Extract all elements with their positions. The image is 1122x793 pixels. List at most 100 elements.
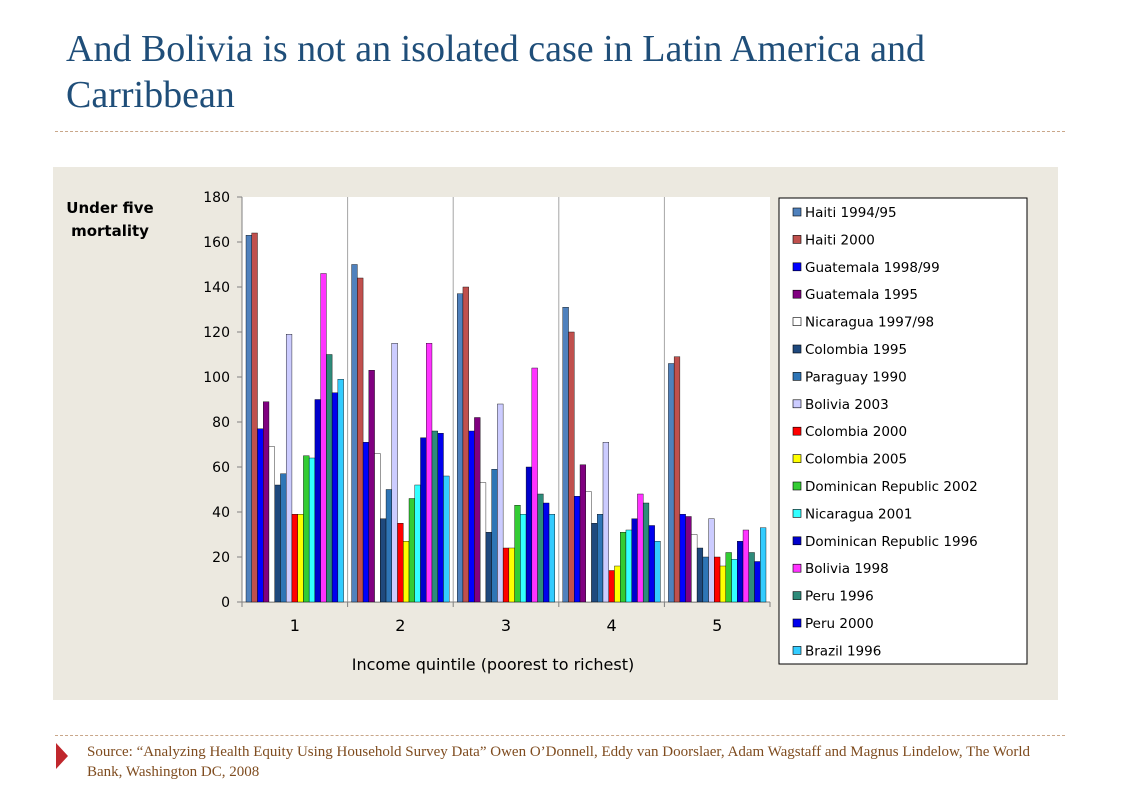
bar: [562, 307, 569, 603]
legend-label: Haiti 1994/95: [805, 205, 897, 221]
bar: [748, 552, 755, 603]
legend-label: Paraguay 1990: [805, 369, 907, 385]
bar: [474, 417, 481, 603]
legend-swatch: [792, 646, 802, 655]
bar: [485, 532, 492, 603]
bar: [385, 489, 392, 603]
bar: [320, 273, 327, 603]
bar: [597, 514, 604, 603]
bar: [502, 547, 510, 603]
y-tick-label: 80: [212, 415, 230, 431]
bar: [702, 556, 709, 603]
bar: [673, 356, 681, 603]
y-tick-label: 100: [203, 370, 230, 386]
bar: [462, 286, 469, 603]
legend-label: Haiti 2000: [805, 232, 875, 248]
bar: [457, 293, 464, 603]
legend-label: Peru 2000: [805, 616, 874, 632]
bar: [497, 403, 504, 603]
legend-swatch: [792, 344, 802, 354]
x-axis-title: Income quintile (poorest to richest): [352, 655, 634, 674]
x-tick-label: 5: [712, 616, 722, 635]
legend-label: Colombia 2000: [805, 424, 907, 440]
legend-swatch: [792, 262, 802, 272]
bar: [479, 482, 487, 603]
legend-label: Peru 1996: [805, 589, 874, 605]
bar: [268, 446, 275, 603]
bar: [585, 491, 592, 603]
y-tick-label: 60: [212, 460, 230, 476]
bar: [531, 367, 538, 603]
legend-swatch: [792, 317, 802, 326]
bar: [380, 518, 387, 603]
bar: [631, 518, 638, 603]
bar: [620, 532, 627, 603]
bar: [614, 565, 621, 603]
bar: [642, 502, 650, 603]
bar: [437, 433, 444, 603]
bar: [491, 469, 498, 603]
legend-swatch: [792, 481, 802, 491]
bar: [274, 484, 281, 603]
bar: [520, 514, 527, 603]
y-axis-title: Under five mortality: [66, 199, 153, 240]
bar: [257, 428, 264, 603]
legend-label: Bolivia 2003: [805, 397, 889, 413]
y-tick-label: 160: [203, 235, 230, 251]
bar: [326, 354, 333, 603]
mortality-chart: 0 20 40 60 80 100 120 140 160 180 1 2 3 4 5 Under five m…: [66, 190, 1028, 674]
legend: [778, 197, 1028, 665]
legend-swatch: [792, 235, 802, 244]
bar: [420, 437, 427, 603]
bar: [391, 343, 398, 603]
legend-label: Colombia 2005: [805, 452, 907, 468]
bar: [648, 525, 655, 603]
bar: [731, 559, 738, 603]
bar: [368, 370, 375, 603]
bar: [514, 505, 521, 603]
bar: [245, 235, 252, 603]
x-tick-label: 4: [607, 616, 617, 635]
bar: [408, 498, 415, 603]
x-tick-label: 1: [290, 616, 300, 635]
legend-swatch: [792, 509, 802, 518]
bar: [331, 392, 339, 603]
bar: [303, 455, 310, 603]
legend-label: Nicaragua 2001: [805, 506, 912, 522]
bar: [708, 518, 715, 603]
legend-swatch: [792, 591, 802, 600]
bar: [668, 363, 675, 603]
bar: [443, 475, 450, 603]
bar: [508, 547, 515, 603]
bar: [374, 453, 381, 603]
bar: [291, 514, 298, 603]
bar: [579, 464, 586, 603]
bar: [719, 565, 727, 603]
y-tick-label: 0: [221, 595, 230, 611]
bar: [251, 232, 258, 603]
x-tick-label: 3: [501, 616, 511, 635]
legend-label: Dominican Republic 2002: [805, 479, 978, 495]
bar: [742, 529, 749, 603]
chart-panel: 0 20 40 60 80 100 120 140 160 180 1 2 3 4 5 Under five m…: [53, 167, 1058, 700]
y-tick-label: 140: [203, 280, 230, 296]
bar: [362, 442, 370, 603]
bar: [568, 331, 575, 603]
bar: [357, 277, 364, 603]
bar: [691, 534, 698, 603]
bar: [543, 502, 550, 603]
y-tick-label: 40: [212, 505, 230, 521]
bar: [679, 514, 686, 603]
bar: [537, 493, 544, 603]
bar: [308, 457, 316, 603]
bar: [280, 473, 287, 603]
bar: [431, 430, 438, 603]
legend-swatch: [792, 399, 802, 409]
bar: [263, 401, 270, 603]
bar: [737, 541, 744, 603]
bar: [414, 484, 421, 603]
bar: [525, 466, 533, 603]
top-divider: [55, 131, 1065, 132]
bar: [314, 399, 321, 603]
bar: [760, 527, 767, 603]
